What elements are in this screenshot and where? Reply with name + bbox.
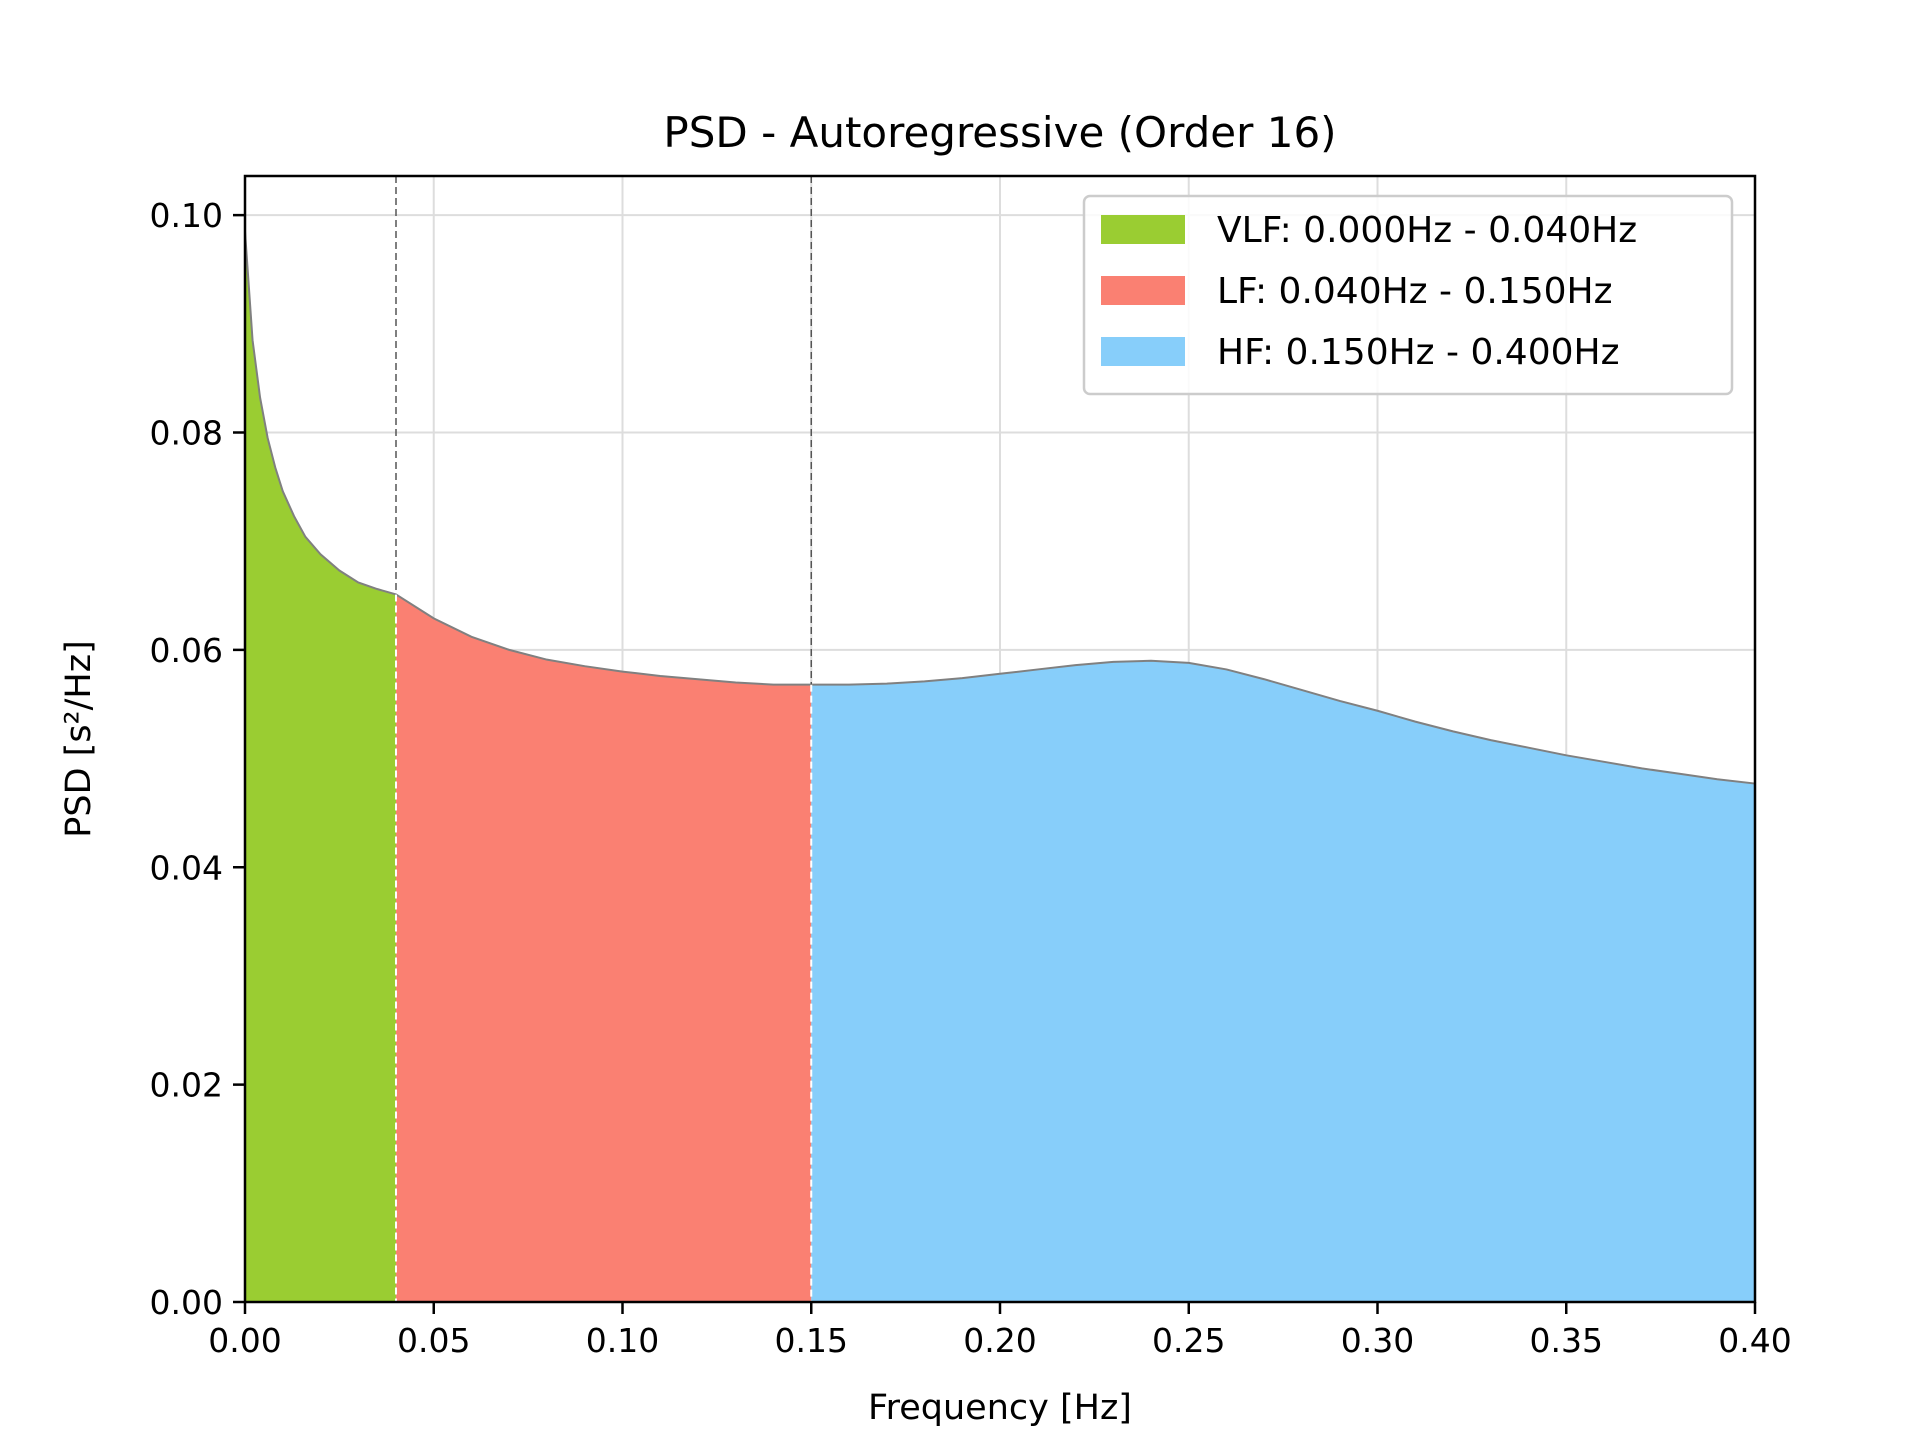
x-tick-label-7: 0.35 (1530, 1321, 1603, 1360)
legend-label-0: VLF: 0.000Hz - 0.040Hz (1217, 210, 1637, 251)
x-tick-label-4: 0.20 (963, 1321, 1036, 1360)
y-tick-label-5: 0.10 (150, 196, 223, 235)
legend-swatch-2 (1101, 337, 1185, 366)
x-tick-label-1: 0.05 (397, 1321, 470, 1360)
y-tick-label-2: 0.04 (150, 848, 223, 887)
x-tick-label-2: 0.10 (586, 1321, 659, 1360)
band-area-1 (396, 594, 811, 1302)
y-axis-label: PSD [s²/Hz] (59, 640, 99, 837)
y-tick-label-4: 0.08 (150, 414, 223, 453)
legend-swatch-1 (1101, 276, 1185, 305)
y-tick-label-1: 0.02 (150, 1066, 223, 1105)
y-tick-label-0: 0.00 (150, 1283, 223, 1322)
x-tick-label-6: 0.30 (1341, 1321, 1414, 1360)
legend-swatch-0 (1101, 215, 1185, 244)
y-tick-label-3: 0.06 (150, 631, 223, 670)
legend-label-1: LF: 0.040Hz - 0.150Hz (1217, 271, 1612, 312)
x-axis-label: Frequency [Hz] (868, 1388, 1132, 1428)
x-tick-label-0: 0.00 (208, 1321, 281, 1360)
x-tick-label-8: 0.40 (1718, 1321, 1791, 1360)
chart-title: PSD - Autoregressive (Order 16) (663, 108, 1336, 157)
legend: VLF: 0.000Hz - 0.040Hz LF: 0.040Hz - 0.15… (1084, 196, 1732, 394)
x-tick-label-3: 0.15 (775, 1321, 848, 1360)
legend-label-2: HF: 0.150Hz - 0.400Hz (1217, 332, 1620, 373)
x-tick-label-5: 0.25 (1152, 1321, 1225, 1360)
